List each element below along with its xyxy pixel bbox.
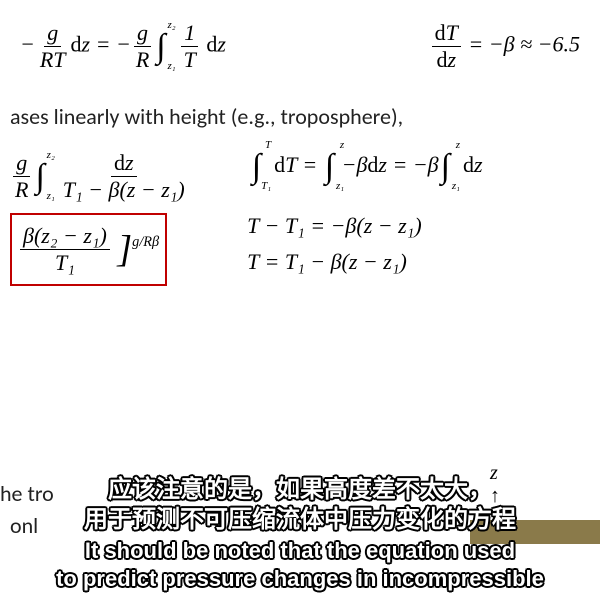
subtitle-chinese: 应该注意的是，如果高度差不太大，用于预测不可压缩流体中压力变化的方程 [0, 475, 600, 535]
eq-boxed-result: β(z₂ − z₁)T₁ ]g/Rβ [10, 213, 167, 286]
eq-integral-left: gR∫z₂z₁ dzT₁ − β(z − z₁) [10, 150, 190, 203]
eq-lhs-integral: −gRTdz = −gR∫z₂z₁ 1T dz [20, 20, 226, 73]
eq-t-diff: T − T₁ = −β(z − z₁) [247, 213, 422, 239]
eq-temp-stacked: T − T₁ = −β(z − z₁) T = T₁ − β(z − z₁) [247, 213, 422, 275]
eq-t-solution: T = T₁ − β(z − z₁) [247, 249, 422, 275]
eq-integral-right: ∫TT₁ dT = ∫zz₁ −βdz = −β∫zz₁ dz [250, 150, 483, 184]
slide-content: −gRTdz = −gR∫z₂z₁ 1T dz dTdz = −β ≈ −6.5… [0, 0, 600, 306]
subtitle-overlay: 应该注意的是，如果高度差不太大，用于预测不可压缩流体中压力变化的方程 It sh… [0, 475, 600, 600]
equation-row-1: −gRTdz = −gR∫z₂z₁ 1T dz dTdz = −β ≈ −6.5 [10, 20, 590, 73]
subtitle-english: It should be noted that the equation use… [0, 537, 600, 592]
eq-lapse-rate: dTdz = −β ≈ −6.5 [430, 20, 580, 73]
equation-row-2: gR∫z₂z₁ dzT₁ − β(z − z₁) ∫TT₁ dT = ∫zz₁ … [10, 150, 590, 203]
body-text-troposphere: ases linearly with height (e.g., troposp… [10, 103, 590, 130]
highlight-box: β(z₂ − z₁)T₁ ]g/Rβ [10, 213, 167, 286]
equation-row-3: β(z₂ − z₁)T₁ ]g/Rβ T − T₁ = −β(z − z₁) T… [10, 213, 590, 286]
